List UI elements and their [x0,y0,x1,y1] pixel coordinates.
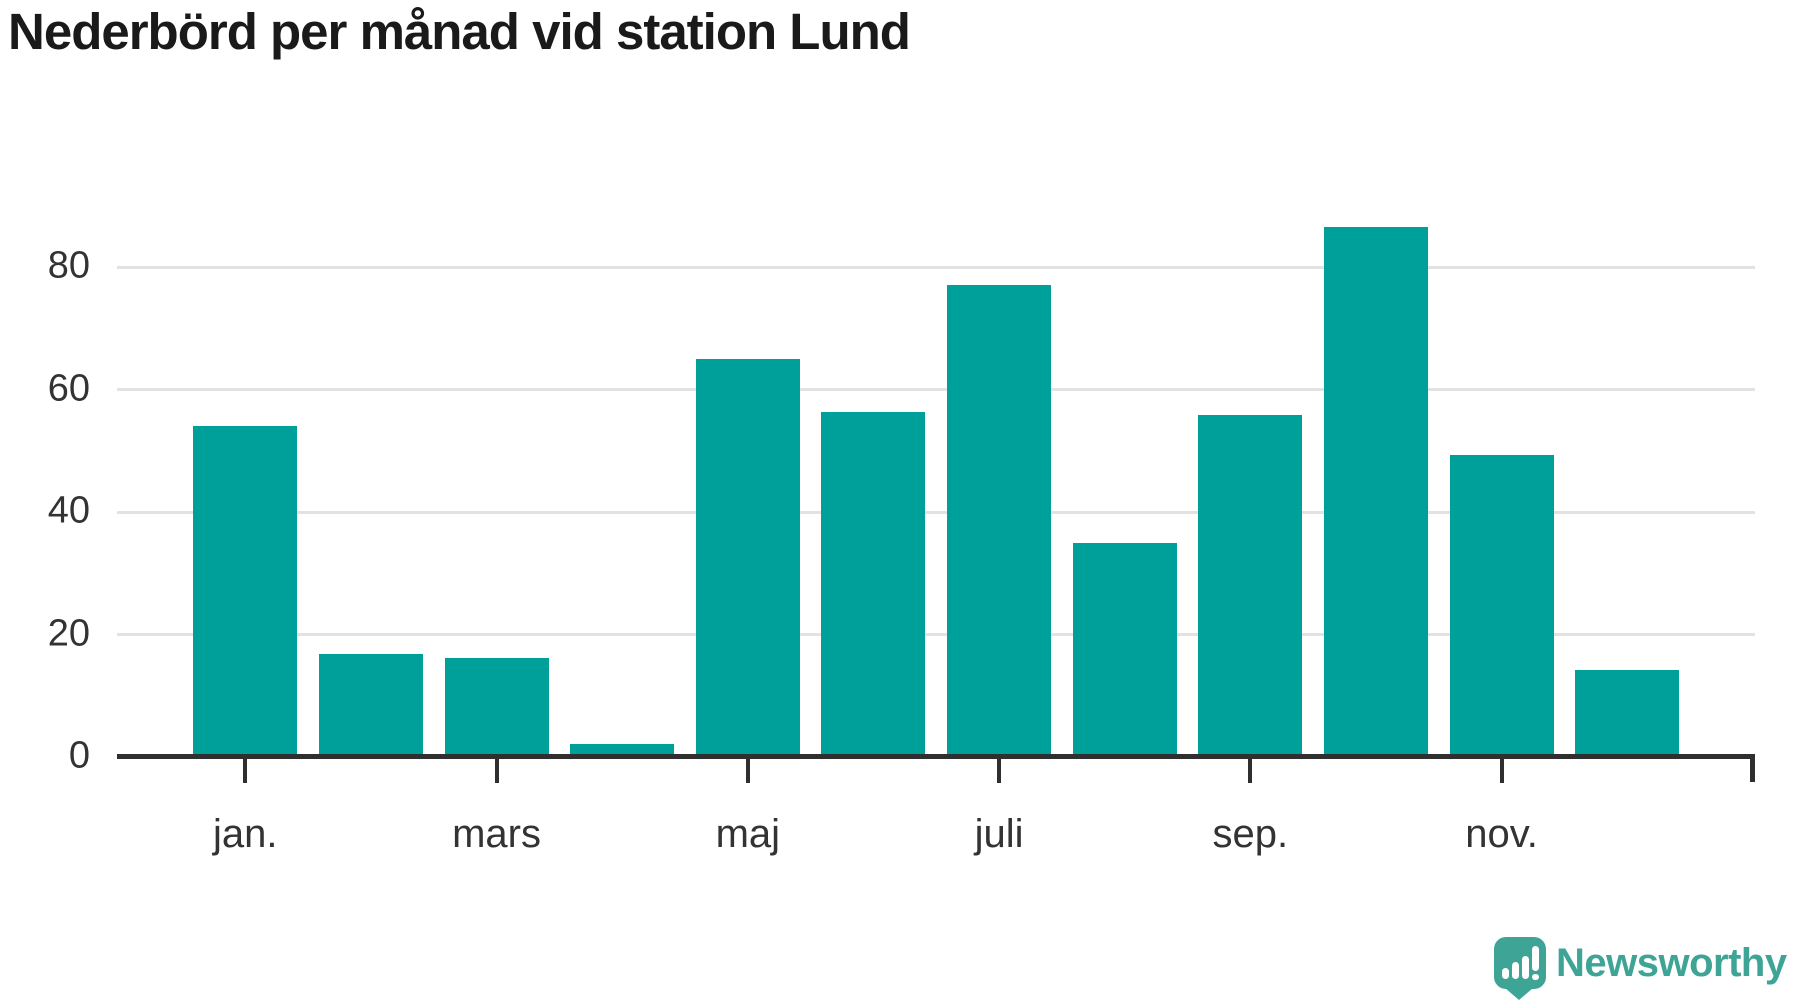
gridline-40 [117,510,1755,514]
x-axis-tick [1499,757,1504,783]
x-axis-tick-label: sep. [1212,812,1289,856]
x-axis-tick-label: mars [452,812,541,856]
y-axis-tick-label: 60 [47,367,90,410]
logo-exclamation-line-icon [1532,946,1539,971]
x-axis-tick [243,757,248,783]
bar-nov [1449,455,1554,757]
newsworthy-logo-text: Newsworthy [1556,941,1787,985]
bar-aug [1072,543,1177,757]
logo-exclamation-dot-icon [1532,974,1539,980]
bar-mars [444,657,549,757]
x-axis-tick [1248,757,1253,783]
gridline-60 [117,388,1755,391]
logo-bubble-tail-icon [1505,988,1533,1000]
y-axis-tick-label: 40 [47,489,90,532]
gridline-20 [117,633,1755,636]
gridline-80 [117,265,1755,269]
bar-apr [570,743,675,757]
x-axis-tick-label: juli [974,812,1024,856]
x-axis-line [117,754,1755,759]
logo-mini-bar-3-icon [1522,956,1529,979]
bar-okt [1323,226,1428,757]
bar-sep [1198,414,1303,757]
bar-juli [947,284,1052,757]
bar-feb [318,654,423,757]
x-axis-tick [745,757,750,783]
x-axis-end-cap [1750,754,1755,782]
bar-dec [1575,670,1680,757]
logo-mini-bar-2-icon [1512,962,1519,979]
chart-title: Nederbörd per månad vid station Lund [8,3,911,60]
x-axis-tick-label: maj [715,812,781,856]
bar-juni [821,412,926,757]
x-axis-tick [494,757,499,783]
newsworthy-logo-icon [1494,937,1546,989]
y-axis-tick-label: 0 [68,734,90,777]
bar-jan [193,425,298,757]
x-axis-tick-label: jan. [213,812,278,856]
y-axis-tick-label: 20 [47,612,90,655]
x-axis-tick [997,757,1002,783]
y-axis-tick-label: 80 [47,244,90,287]
x-axis-tick-label: nov. [1465,812,1538,856]
logo-mini-bar-1-icon [1502,968,1509,979]
bar-maj [695,359,800,757]
